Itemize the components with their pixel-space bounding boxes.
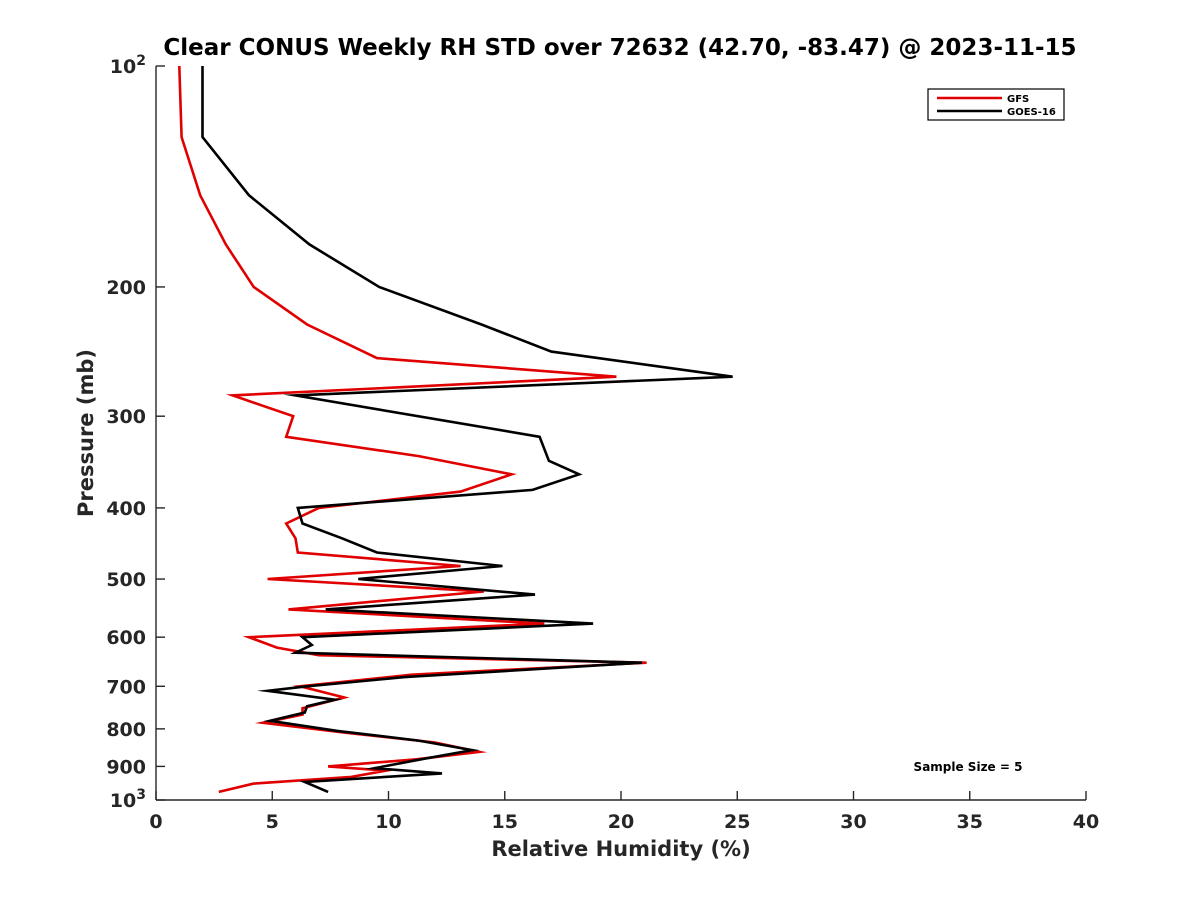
y-tick-label: 900 [106, 756, 146, 778]
legend-label: GOES-16 [1007, 107, 1056, 118]
y-tick-label: 102 [110, 53, 146, 78]
y-tick-label: 700 [106, 676, 146, 698]
y-tick-label: 103 [110, 787, 146, 812]
y-tick-label: 200 [106, 277, 146, 299]
legend-items: GFS GOES-16 [937, 94, 1056, 118]
series-line-goes-16 [201, 66, 733, 794]
y-tick-base: 10 [110, 790, 136, 812]
y-tick-exponent: 2 [136, 53, 146, 69]
y-tick-label: 400 [106, 498, 146, 520]
x-tick-label: 40 [1073, 811, 1099, 833]
x-ticks: 0 5 10 15 20 25 30 35 40 [149, 791, 1099, 833]
x-tick-label: 15 [492, 811, 518, 833]
chart-title: Clear CONUS Weekly RH STD over 72632 (42… [163, 35, 1076, 61]
x-tick-label: 35 [957, 811, 983, 833]
y-tick-label: 500 [106, 569, 146, 591]
y-tick-label: 800 [106, 719, 146, 741]
x-axis-label: Relative Humidity (%) [491, 837, 750, 861]
x-tick-label: 10 [375, 811, 401, 833]
x-tick-label: 5 [266, 811, 279, 833]
y-tick-exponent: 3 [136, 787, 146, 803]
y-tick-base: 10 [110, 56, 136, 78]
x-tick-label: 20 [608, 811, 634, 833]
legend-label: GFS [1007, 94, 1029, 105]
y-axis-label: Pressure (mb) [74, 349, 98, 517]
y-tick-label: 600 [106, 627, 146, 649]
y-tick-label: 300 [106, 406, 146, 428]
series-layer [178, 65, 733, 794]
x-tick-label: 0 [149, 811, 162, 833]
x-tick-label: 30 [840, 811, 866, 833]
sample-size-annotation: Sample Size = 5 [914, 760, 1023, 774]
x-tick-label: 25 [724, 811, 750, 833]
legend: GFS GOES-16 [927, 88, 1065, 121]
legend-box [927, 88, 1065, 121]
